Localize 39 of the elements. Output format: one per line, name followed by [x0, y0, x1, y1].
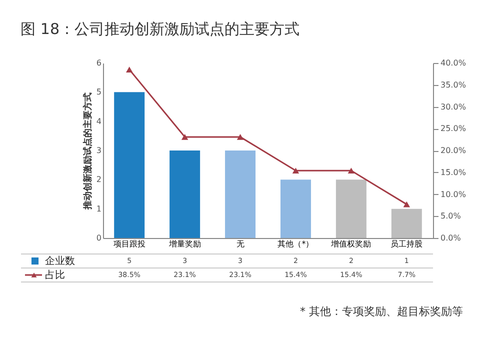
y2-tick-label: 20.0%: [440, 146, 466, 155]
point: [348, 168, 355, 174]
y2-tick-label: 5.0%: [440, 212, 462, 221]
bar: [225, 150, 256, 238]
y-axis-title: 推动创新激励试点的主要方式: [82, 92, 94, 210]
point: [403, 201, 410, 208]
x-tick-label: 其他（*）: [278, 240, 314, 248]
y-tick-label: 4: [96, 116, 102, 126]
point: [292, 168, 300, 174]
text: * 其他：专项奖励、超目标奖励等: [300, 305, 463, 318]
y2-tick-label: 35.0%: [440, 80, 466, 90]
x-tick-label: 增值权奖励: [330, 240, 372, 248]
y2-tick-label: 25.0%: [440, 124, 466, 134]
x-tick-label: 无: [236, 240, 244, 248]
y-tick-label: 1: [96, 204, 102, 214]
point: [181, 134, 188, 140]
bar: [280, 180, 311, 238]
y-tick-label: 3: [96, 146, 102, 155]
y-tick-label: 6: [96, 58, 102, 68]
y-tick-label: 5: [96, 88, 102, 97]
x-tick-label: 项目跟投: [113, 240, 146, 248]
y2-tick-label: 0.0%: [440, 234, 462, 242]
y-tick-label: 0: [96, 234, 102, 242]
y2-tick-label: 40.0%: [440, 58, 466, 68]
y-tick-label: 2: [96, 175, 102, 184]
chart-title: 图 18：公司推动创新激励试点的主要方式: [20, 20, 300, 38]
point: [126, 66, 133, 72]
bar: [336, 180, 366, 238]
bar: [170, 150, 200, 238]
y2-tick-label: 15.0%: [440, 168, 466, 177]
point: [236, 134, 244, 140]
x-tick-label: 员工持股: [390, 240, 423, 248]
x-tick-label: 增量奖励: [168, 240, 201, 248]
legend-label: 占比: [45, 269, 65, 281]
bar: [114, 92, 145, 238]
legend-label: 企业数: [45, 255, 75, 267]
y2-tick-label: 30.0%: [440, 102, 466, 112]
bar: [391, 208, 422, 238]
y2-tick-label: 10.0%: [440, 190, 466, 199]
